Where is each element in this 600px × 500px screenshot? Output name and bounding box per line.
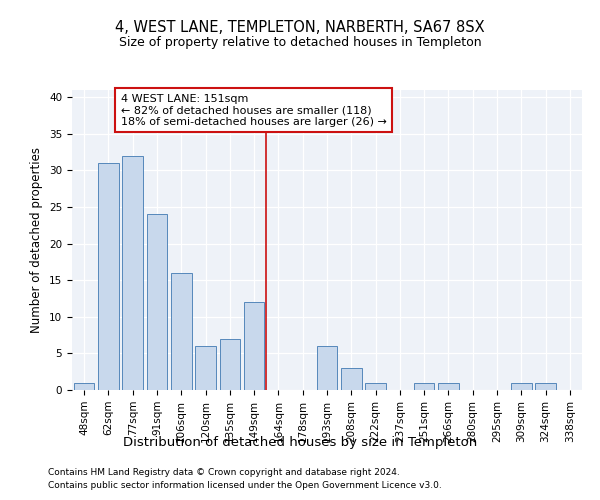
- Text: 4, WEST LANE, TEMPLETON, NARBERTH, SA67 8SX: 4, WEST LANE, TEMPLETON, NARBERTH, SA67 …: [115, 20, 485, 35]
- Text: Size of property relative to detached houses in Templeton: Size of property relative to detached ho…: [119, 36, 481, 49]
- Text: Contains HM Land Registry data © Crown copyright and database right 2024.: Contains HM Land Registry data © Crown c…: [48, 468, 400, 477]
- Bar: [171, 273, 191, 390]
- Text: Contains public sector information licensed under the Open Government Licence v3: Contains public sector information licen…: [48, 480, 442, 490]
- Text: 4 WEST LANE: 151sqm
← 82% of detached houses are smaller (118)
18% of semi-detac: 4 WEST LANE: 151sqm ← 82% of detached ho…: [121, 94, 386, 127]
- Bar: [438, 382, 459, 390]
- Y-axis label: Number of detached properties: Number of detached properties: [31, 147, 43, 333]
- Bar: [146, 214, 167, 390]
- Bar: [341, 368, 362, 390]
- Bar: [535, 382, 556, 390]
- Bar: [195, 346, 216, 390]
- Bar: [220, 339, 240, 390]
- Bar: [122, 156, 143, 390]
- Bar: [74, 382, 94, 390]
- Bar: [365, 382, 386, 390]
- Bar: [244, 302, 265, 390]
- Text: Distribution of detached houses by size in Templeton: Distribution of detached houses by size …: [123, 436, 477, 449]
- Bar: [98, 163, 119, 390]
- Bar: [511, 382, 532, 390]
- Bar: [317, 346, 337, 390]
- Bar: [414, 382, 434, 390]
